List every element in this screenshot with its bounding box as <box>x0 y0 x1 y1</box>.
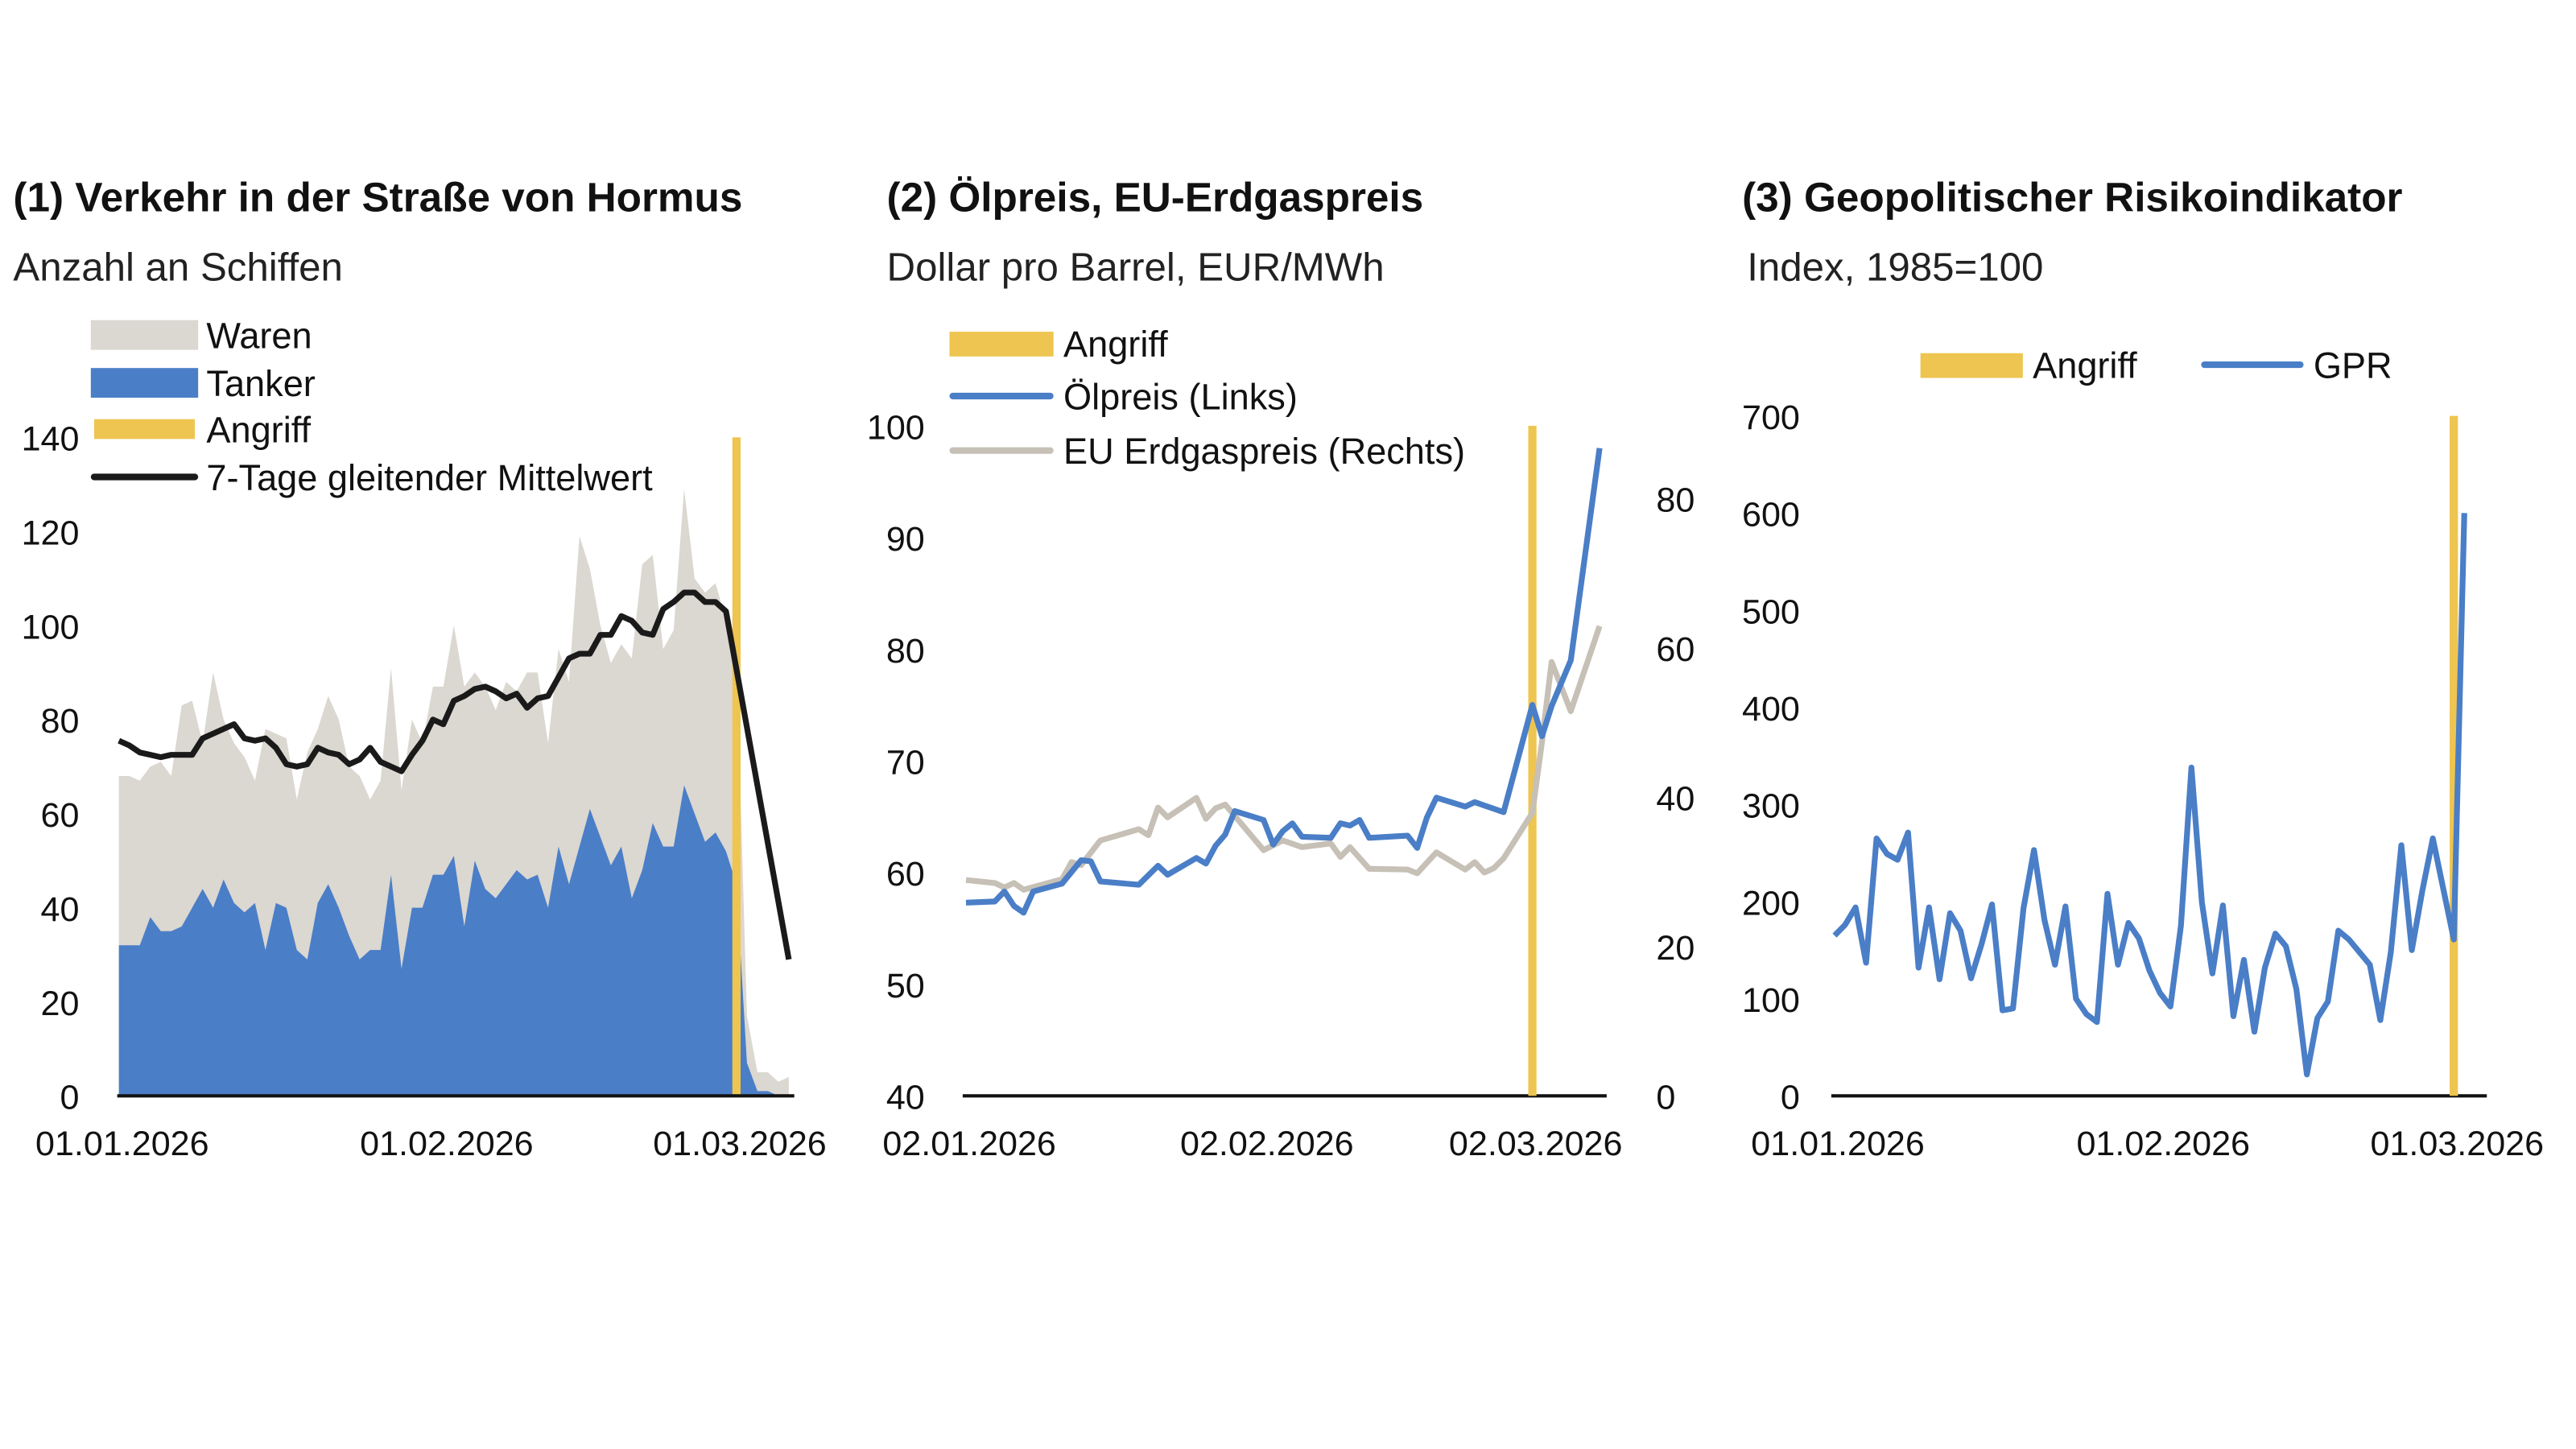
y-tick-label: 90 <box>886 520 925 559</box>
chart-subtitle: Anzahl an Schiffen <box>13 246 343 290</box>
angriff-marker <box>732 437 741 1096</box>
angriff-marker <box>2450 415 2458 1096</box>
y-tick-label: 100 <box>1742 981 1800 1020</box>
plot-area: 40 50 60 70 80 90 100 0 20 40 60 80 02.01.2026 02.02.… <box>867 408 1695 1163</box>
plot-area: 0 20 40 60 80 100 120 140 01.01.2026 01.02.2026 01… <box>22 420 827 1163</box>
plot-area: 0 100 200 300 400 500 600 700 01.01.2026 01.02.20… <box>1742 398 2544 1163</box>
legend-label-angriff: Angriff <box>206 409 311 450</box>
chart-subtitle: Dollar pro Barrel, EUR/MWh <box>887 246 1385 290</box>
x-tick-label: 01.01.2026 <box>35 1125 209 1163</box>
legend-swatch-angriff <box>949 332 1054 357</box>
legend: Waren Tanker Angriff 7-Tage gleitender M… <box>90 316 653 498</box>
chart-title: (3) Geopolitischer Risikoindikator <box>1742 174 2402 220</box>
chart-hormus-traffic: (1) Verkehr in der Straße von Hormus Anz… <box>13 174 826 1163</box>
y-tick-label: 40 <box>41 890 80 929</box>
y-tick-label: 120 <box>22 514 80 553</box>
y2-tick-label: 20 <box>1656 929 1695 968</box>
legend-swatch-waren <box>90 320 199 350</box>
legend-swatch-angriff <box>1920 353 2023 378</box>
line-moving-average <box>118 589 792 960</box>
legend-swatch-angriff <box>93 419 196 440</box>
legend-label-angriff: Angriff <box>1063 324 1168 365</box>
x-tick-label: 02.02.2026 <box>1180 1125 1354 1163</box>
y-tick-label: 20 <box>41 985 80 1023</box>
y-tick-label: 40 <box>886 1079 925 1117</box>
y-tick-label: 400 <box>1742 690 1800 729</box>
legend-label-gas: EU Erdgaspreis (Rechts) <box>1063 431 1465 472</box>
y-tick-label: 0 <box>1781 1079 1800 1117</box>
y-tick-label: 70 <box>886 744 925 782</box>
chart-geopolitical-risk: (3) Geopolitischer Risikoindikator Index… <box>1742 174 2544 1163</box>
chart-title: (2) Ölpreis, EU-Erdgaspreis <box>887 174 1424 220</box>
y2-tick-label: 80 <box>1656 481 1695 520</box>
y-tick-label: 50 <box>886 967 925 1005</box>
chart-subtitle: Index, 1985=100 <box>1747 246 2043 290</box>
y2-tick-label: 40 <box>1656 780 1695 819</box>
legend-label-angriff: Angriff <box>2033 345 2137 386</box>
legend-label-ma: 7-Tage gleitender Mittelwert <box>206 457 653 498</box>
y-tick-label: 700 <box>1742 398 1800 437</box>
chart-oil-gas-prices: (2) Ölpreis, EU-Erdgaspreis Dollar pro B… <box>867 174 1695 1163</box>
x-tick-label: 01.02.2026 <box>360 1125 534 1163</box>
legend-label-gpr: GPR <box>2314 345 2392 386</box>
x-tick-label: 01.01.2026 <box>1751 1125 1925 1163</box>
legend-label-waren: Waren <box>206 316 312 357</box>
angriff-marker <box>1528 425 1537 1096</box>
chart-title: (1) Verkehr in der Straße von Hormus <box>13 174 742 220</box>
legend-label-tanker: Tanker <box>206 363 315 404</box>
x-tick-label: 01.02.2026 <box>2076 1125 2250 1163</box>
y-tick-label: 140 <box>22 420 80 459</box>
line-oil-price <box>965 448 1603 916</box>
x-tick-label: 01.03.2026 <box>653 1125 827 1163</box>
y-tick-label: 100 <box>867 408 925 447</box>
y-tick-label: 200 <box>1742 884 1800 923</box>
y-tick-label: 60 <box>886 855 925 894</box>
y-tick-label: 300 <box>1742 787 1800 826</box>
y-tick-label: 500 <box>1742 592 1800 631</box>
y-tick-label: 600 <box>1742 496 1800 535</box>
y-tick-label: 80 <box>886 632 925 671</box>
x-tick-label: 02.03.2026 <box>1449 1125 1623 1163</box>
y2-tick-label: 60 <box>1656 630 1695 669</box>
legend: Angriff GPR <box>1920 345 2392 386</box>
line-gpr <box>1832 513 2467 1078</box>
y-tick-label: 60 <box>41 796 80 835</box>
y-tick-label: 0 <box>60 1079 80 1117</box>
area-tanker <box>118 785 789 1096</box>
line-eu-gas-price <box>965 625 1603 893</box>
legend: Angriff Ölpreis (Links) EU Erdgaspreis (… <box>949 324 1465 472</box>
y-tick-label: 100 <box>22 608 80 646</box>
y2-tick-label: 0 <box>1656 1079 1675 1117</box>
legend-label-oil: Ölpreis (Links) <box>1063 376 1298 417</box>
x-tick-label: 02.01.2026 <box>882 1125 1056 1163</box>
legend-swatch-tanker <box>90 368 199 398</box>
y-tick-label: 80 <box>41 702 80 741</box>
x-tick-label: 01.03.2026 <box>2371 1125 2545 1163</box>
